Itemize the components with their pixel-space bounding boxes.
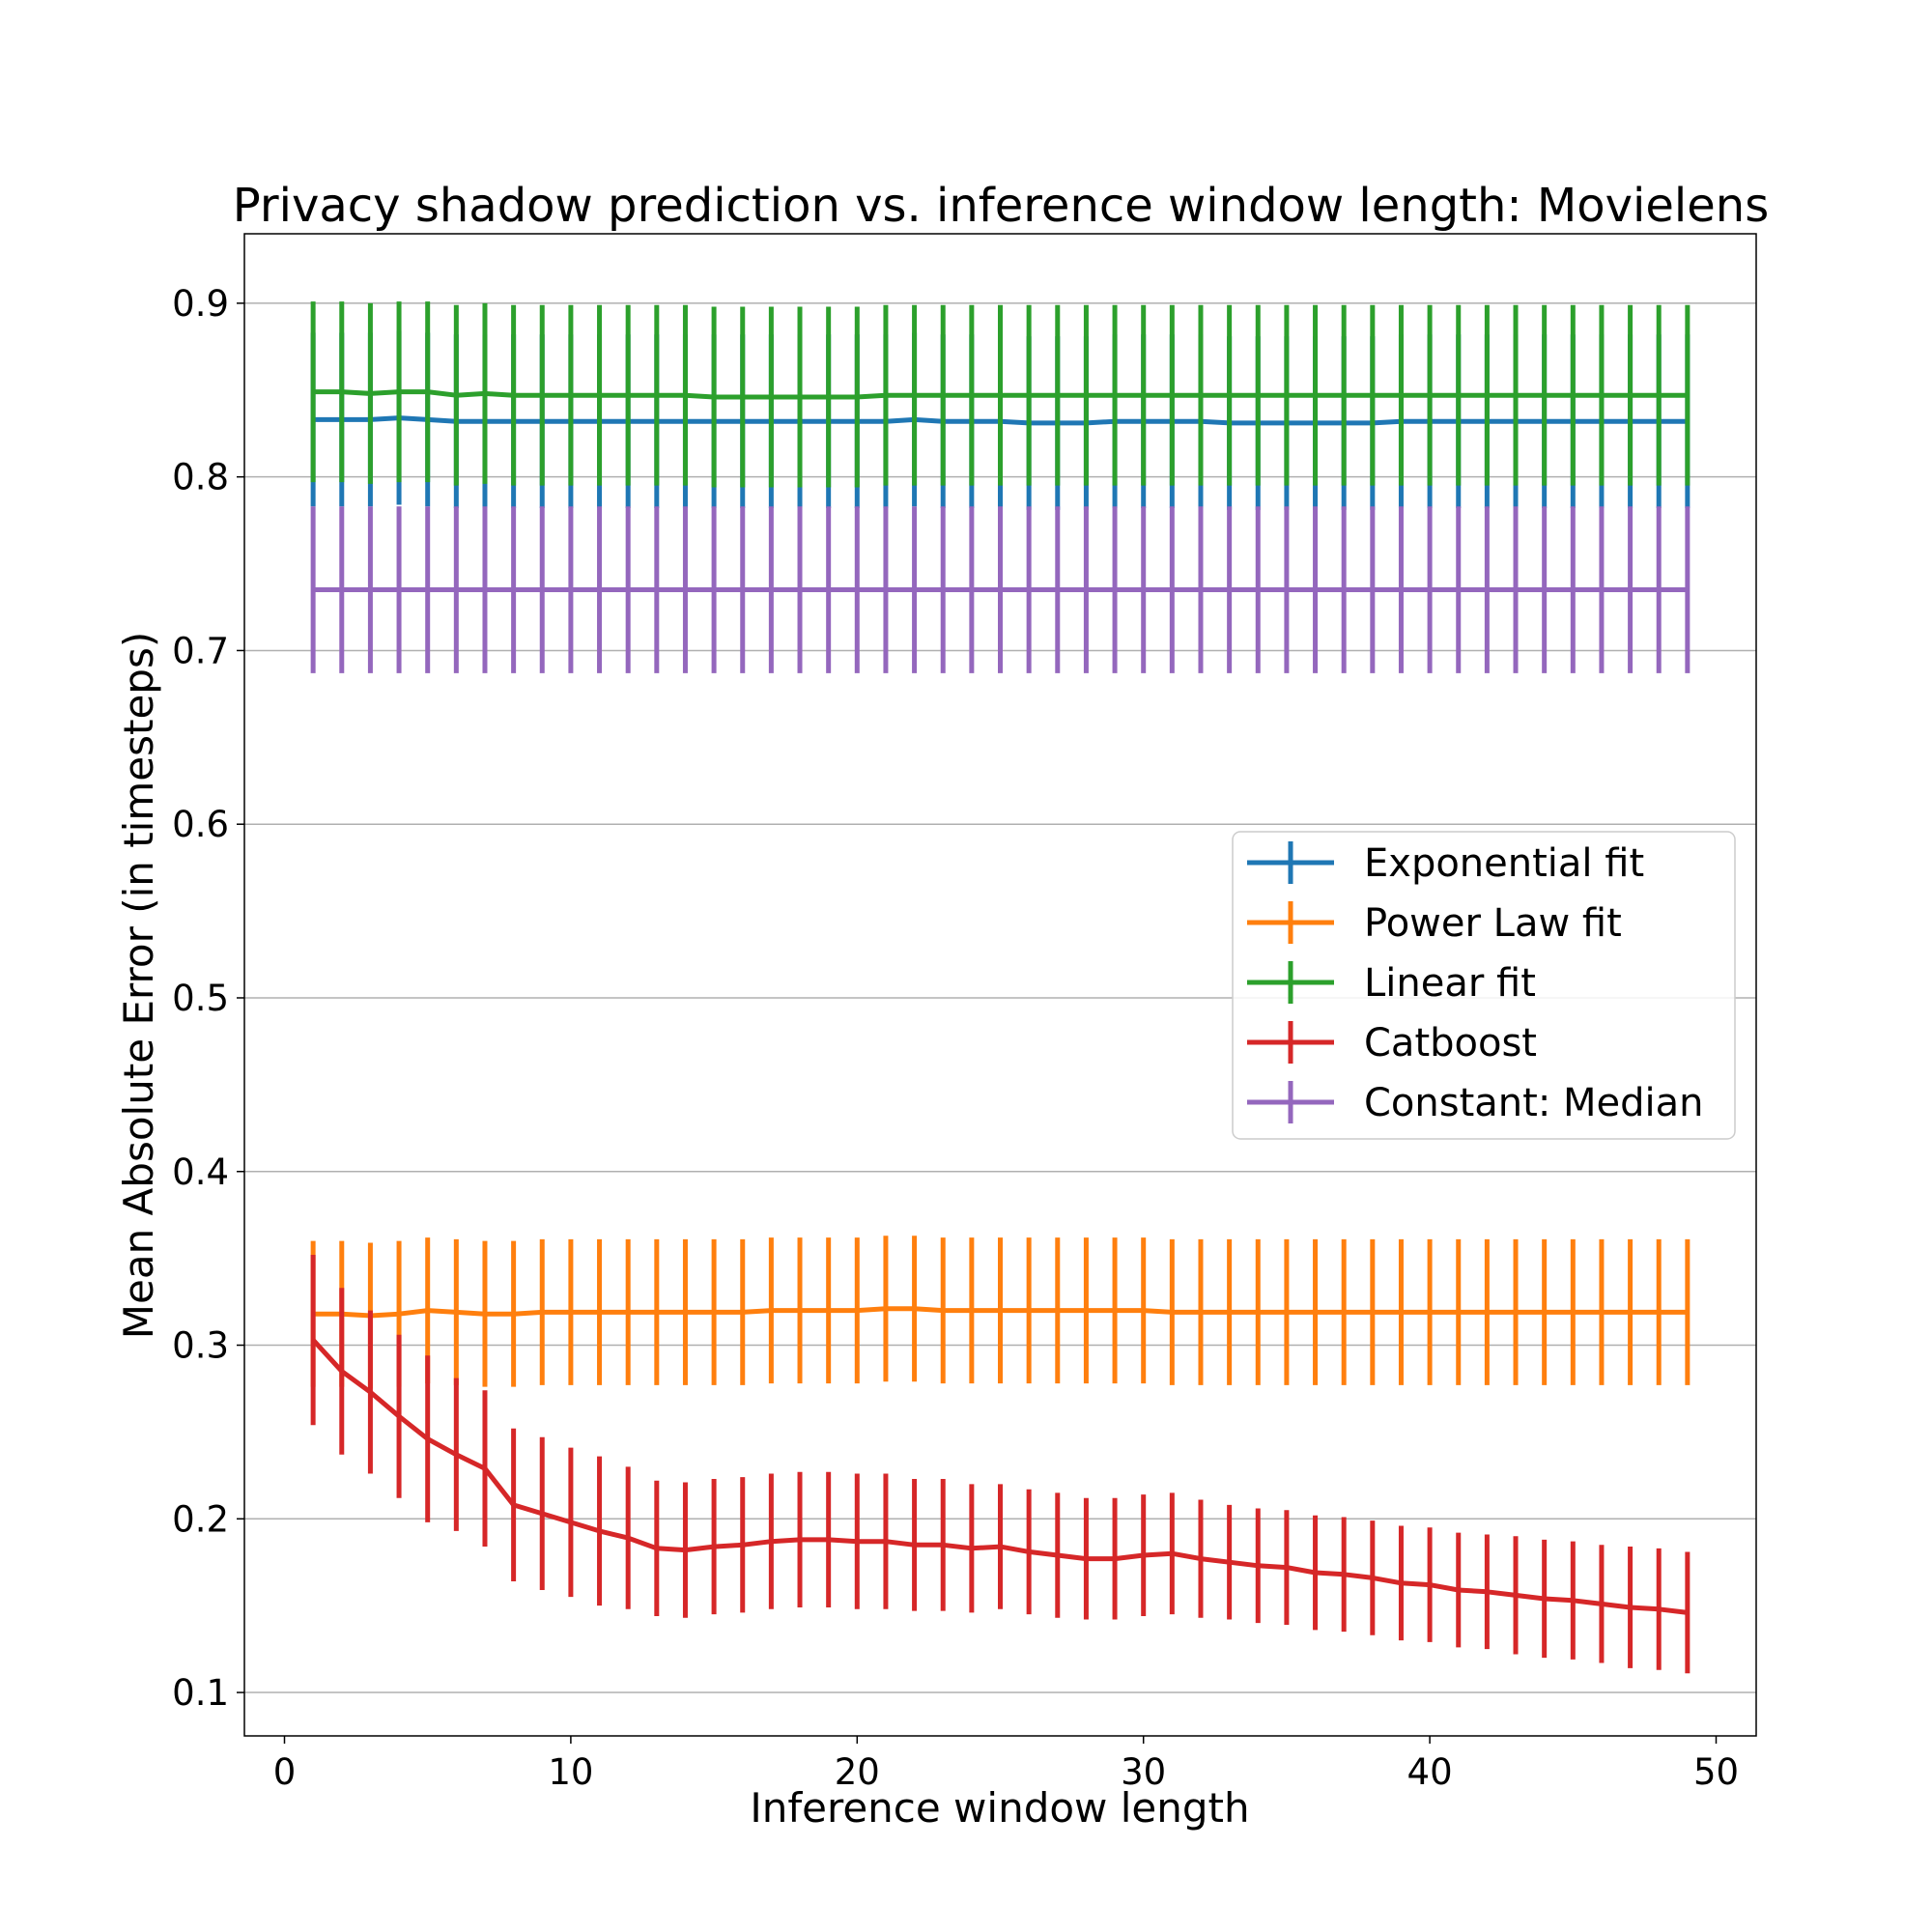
y-tick-label: 0.3 bbox=[172, 1325, 229, 1367]
series-catboost bbox=[310, 1255, 1690, 1674]
y-tick-label: 0.6 bbox=[172, 804, 229, 845]
legend-label: Constant: Median bbox=[1364, 1081, 1704, 1125]
axis-ticks: 0.1 0.2 0.3 0.4 0.5 0.6 0.7 0.8 0.9 0 10 20 30 40 50 bbox=[172, 283, 1739, 1793]
legend-box bbox=[1232, 831, 1736, 1140]
legend-label: Power Law fit bbox=[1364, 901, 1622, 946]
y-tick-label: 0.8 bbox=[172, 457, 229, 498]
chart-title: Privacy shadow prediction vs. inference … bbox=[233, 179, 1769, 233]
y-tick-label: 0.5 bbox=[172, 978, 229, 1019]
legend-item-constant-median: Constant: Median bbox=[1247, 1081, 1704, 1125]
legend-item-power-law-fit: Power Law fit bbox=[1247, 901, 1622, 946]
legend-label: Linear fit bbox=[1364, 961, 1536, 1006]
line-linear-fit bbox=[313, 389, 1688, 400]
x-axis-label: Inference window length bbox=[750, 1784, 1249, 1832]
legend-item-linear-fit: Linear fit bbox=[1247, 961, 1536, 1006]
legend-label: Exponential fit bbox=[1364, 841, 1644, 886]
legend: Exponential fit Power Law fit Linear fit Ca… bbox=[1232, 831, 1736, 1140]
legend-item-exponential-fit: Exponential fit bbox=[1247, 841, 1644, 886]
y-tick-label: 0.2 bbox=[172, 1498, 229, 1540]
y-tick-label: 0.4 bbox=[172, 1151, 229, 1193]
y-tick-label: 0.9 bbox=[172, 283, 229, 325]
legend-label: Catboost bbox=[1364, 1021, 1537, 1065]
series-constant-median bbox=[310, 506, 1690, 673]
x-tick-label: 50 bbox=[1693, 1751, 1739, 1793]
line-power-law-fit bbox=[313, 1306, 1688, 1319]
x-tick-label: 0 bbox=[273, 1751, 297, 1793]
x-tick-label: 20 bbox=[835, 1751, 880, 1793]
series-power-law-fit bbox=[310, 1236, 1690, 1389]
legend-item-catboost: Catboost bbox=[1247, 1021, 1537, 1065]
x-tick-label: 30 bbox=[1121, 1751, 1166, 1793]
x-tick-label: 10 bbox=[548, 1751, 593, 1793]
plot-series bbox=[310, 301, 1690, 1674]
y-tick-label: 0.7 bbox=[172, 630, 229, 671]
y-tick-label: 0.1 bbox=[172, 1672, 229, 1714]
plot-frame bbox=[243, 233, 1757, 1737]
series-linear-fit bbox=[310, 301, 1690, 488]
line-catboost bbox=[311, 1338, 1689, 1615]
x-tick-label: 40 bbox=[1407, 1751, 1453, 1793]
y-axis-label: Mean Absolute Error (in timesteps) bbox=[115, 632, 162, 1339]
